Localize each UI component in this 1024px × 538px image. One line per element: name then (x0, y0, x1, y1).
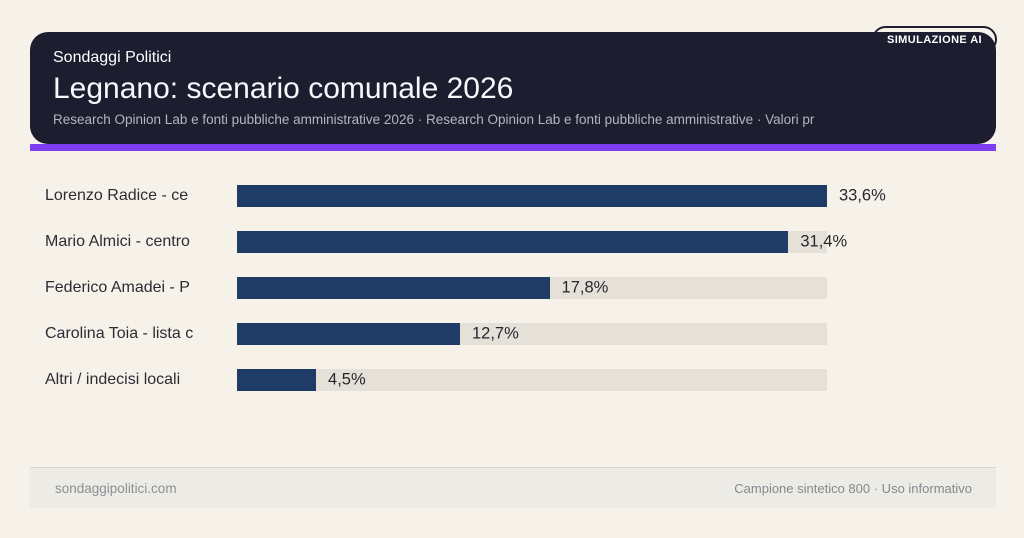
accent-strip (30, 144, 996, 151)
brand-kicker: Sondaggi Politici (53, 49, 172, 66)
footer-note: Campione sintetico 800 · Uso informativo (734, 480, 972, 496)
bar-label: Carolina Toia - lista c (45, 325, 194, 342)
simulation-badge-label: SIMULAZIONE AI (886, 33, 982, 46)
bar-label: Altri / indecisi locali (45, 371, 181, 388)
bar-value: 17,8% (561, 278, 609, 297)
bar-fill (237, 231, 789, 253)
bar-fill (237, 277, 550, 299)
chart-row: Federico Amadei - P 17,8% (45, 265, 995, 311)
simulation-badge: SIMULAZIONE AI (871, 26, 997, 53)
chart-row: Lorenzo Radice - ce 33,6% (45, 173, 995, 219)
chart-row: Carolina Toia - lista c 12,7% (45, 311, 995, 357)
bar-label: Federico Amadei - P (45, 279, 190, 296)
chart-row: Altri / indecisi locali 4,5% (45, 357, 995, 403)
bar-track: 4,5% (237, 369, 827, 391)
bar-chart: Lorenzo Radice - ce 33,6% Mario Almici -… (45, 173, 995, 403)
bar-track: 17,8% (237, 277, 827, 299)
bar-fill (237, 369, 317, 391)
bar-track: 31,4% (237, 231, 847, 253)
footer-domain: sondaggipolitici.com (55, 480, 177, 496)
source-subtitle: Research Opinion Lab e fonti pubbliche a… (53, 112, 815, 127)
footer-band: sondaggipolitici.com Campione sintetico … (30, 467, 996, 508)
bar-value: 33,6% (839, 186, 886, 205)
bar-value: 12,7% (472, 324, 519, 343)
bar-value: 4,5% (328, 370, 366, 389)
chart-row: Mario Almici - centro 31,4% (45, 219, 995, 265)
bar-fill (237, 185, 827, 207)
bar-track: 33,6% (237, 185, 886, 207)
bar-label: Lorenzo Radice - ce (45, 187, 189, 204)
bar-label: Mario Almici - centro (45, 233, 190, 250)
bar-track: 12,7% (237, 323, 827, 345)
bar-fill (237, 323, 460, 345)
page-title: Legnano: scenario comunale 2026 (53, 72, 514, 105)
header-card: Sondaggi Politici Legnano: scenario comu… (30, 32, 996, 144)
bar-value: 31,4% (800, 232, 848, 251)
